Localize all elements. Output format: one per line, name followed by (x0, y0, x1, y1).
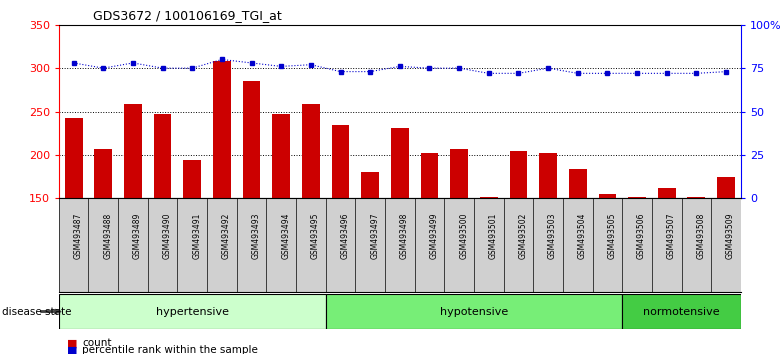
Text: ■: ■ (67, 338, 77, 348)
Text: GSM493490: GSM493490 (162, 212, 172, 259)
Bar (124, 104, 142, 329)
Text: GSM493498: GSM493498 (400, 212, 408, 259)
Bar (325, 294, 622, 329)
Text: GSM493507: GSM493507 (666, 212, 676, 259)
Text: GSM493506: GSM493506 (637, 212, 646, 259)
Text: GSM493505: GSM493505 (608, 212, 616, 259)
Bar (569, 169, 586, 329)
Text: percentile rank within the sample: percentile rank within the sample (82, 346, 258, 354)
Text: GSM493501: GSM493501 (488, 212, 498, 259)
Bar (65, 118, 82, 329)
Bar (658, 188, 676, 329)
Bar (450, 149, 468, 329)
Bar (94, 149, 112, 329)
Bar (272, 114, 290, 329)
Text: GSM493494: GSM493494 (281, 212, 290, 259)
Text: GSM493488: GSM493488 (103, 212, 112, 258)
Text: GSM493492: GSM493492 (222, 212, 231, 259)
Bar (59, 294, 325, 329)
Text: GSM493503: GSM493503 (548, 212, 557, 259)
Bar (302, 104, 320, 329)
Bar (598, 194, 616, 329)
Bar (361, 172, 379, 329)
Text: hypotensive: hypotensive (440, 307, 508, 316)
Text: GSM493487: GSM493487 (74, 212, 82, 259)
Bar (717, 177, 735, 329)
Text: ■: ■ (67, 346, 77, 354)
Bar (480, 198, 498, 329)
Text: GSM493493: GSM493493 (252, 212, 260, 259)
Bar (688, 198, 706, 329)
Text: count: count (82, 338, 112, 348)
Text: disease state: disease state (2, 307, 71, 316)
Text: GSM493508: GSM493508 (696, 212, 706, 259)
Bar (391, 128, 408, 329)
Text: GSM493489: GSM493489 (133, 212, 142, 259)
Text: GSM493496: GSM493496 (340, 212, 350, 259)
Text: GSM493509: GSM493509 (726, 212, 735, 259)
Text: GSM493502: GSM493502 (518, 212, 528, 259)
Text: hypertensive: hypertensive (156, 307, 229, 316)
Bar (213, 61, 230, 329)
Bar (154, 114, 172, 329)
Bar (183, 160, 201, 329)
Text: GDS3672 / 100106169_TGI_at: GDS3672 / 100106169_TGI_at (93, 9, 281, 22)
Bar (420, 153, 438, 329)
Bar (539, 153, 557, 329)
Text: GSM493499: GSM493499 (430, 212, 438, 259)
Bar (622, 294, 741, 329)
Bar (243, 81, 260, 329)
Bar (332, 125, 350, 329)
Bar (628, 196, 646, 329)
Text: GSM493504: GSM493504 (578, 212, 586, 259)
Text: normotensive: normotensive (643, 307, 720, 316)
Text: GSM493500: GSM493500 (459, 212, 468, 259)
Text: GSM493495: GSM493495 (311, 212, 320, 259)
Text: GSM493491: GSM493491 (192, 212, 201, 259)
Bar (510, 150, 528, 329)
Text: GSM493497: GSM493497 (370, 212, 379, 259)
